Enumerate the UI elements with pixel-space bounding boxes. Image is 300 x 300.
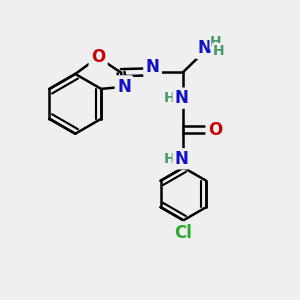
Text: O: O xyxy=(91,48,105,66)
Text: N: N xyxy=(146,58,160,76)
Text: N: N xyxy=(117,78,131,96)
Text: H: H xyxy=(164,152,175,166)
Text: N: N xyxy=(174,89,188,107)
Text: N: N xyxy=(174,150,188,168)
Text: O: O xyxy=(208,121,222,139)
Text: Cl: Cl xyxy=(175,224,192,242)
Text: H: H xyxy=(210,35,222,49)
Text: H: H xyxy=(213,44,224,58)
Text: N: N xyxy=(197,40,211,58)
Text: H: H xyxy=(164,91,175,105)
